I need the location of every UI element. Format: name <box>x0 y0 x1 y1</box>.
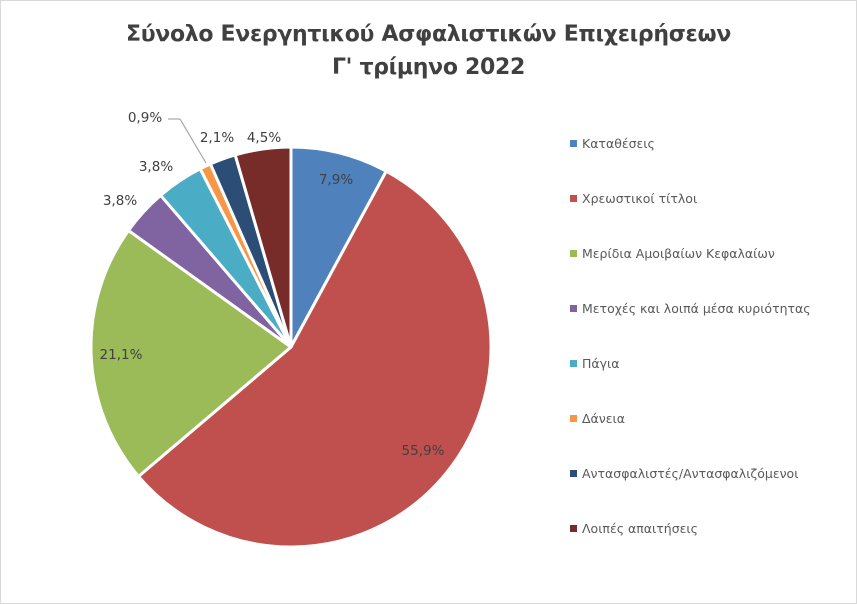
legend-label: Λοιπές απαιτήσεις <box>582 520 698 536</box>
pie-slices <box>89 145 493 549</box>
legend-item-equities: Μετοχές και λοιπά μέσα κυριότητας <box>570 298 811 318</box>
pie-slice <box>233 145 293 349</box>
legend-swatch-icon <box>570 414 577 422</box>
legend-label: Μετοχές και λοιπά μέσα κυριότητας <box>582 300 811 316</box>
legend-item-loans: Δάνεια <box>570 408 625 428</box>
legend-item-fund-shares: Μερίδια Αμοιβαίων Κεφαλαίων <box>570 243 775 263</box>
pie-slice <box>137 169 493 549</box>
pie-slice <box>89 228 293 478</box>
data-label-debt-securities: 55,9% <box>402 443 445 459</box>
data-label-deposits: 7,9% <box>319 172 353 188</box>
legend-label: Μερίδια Αμοιβαίων Κεφαλαίων <box>582 245 775 261</box>
legend-label: Καταθέσεις <box>582 135 655 151</box>
data-label-loans: 0,9% <box>128 110 162 126</box>
legend-label: Αντασφαλιστές/Αντασφαλιζόμενοι <box>582 465 799 481</box>
pie-slice <box>289 145 388 349</box>
data-label-reinsurers: 2,1% <box>200 130 234 146</box>
data-label-fund-shares: 21,1% <box>100 347 143 363</box>
data-label-equities: 3,8% <box>103 193 137 209</box>
data-label-fixed-assets: 3,8% <box>139 159 173 175</box>
legend-swatch-icon <box>570 524 577 532</box>
chart-title-line1: Σύνολο Ενεργητικού Ασφαλιστικών Επιχειρή… <box>125 22 732 47</box>
data-labels: 7,9% 55,9% 21,1% 3,8% 3,8% 0,9% 2,1% 4,5… <box>100 110 445 459</box>
legend-swatch-icon <box>570 249 577 257</box>
legend-swatch-icon <box>570 139 577 147</box>
chart-title: Σύνολο Ενεργητικού Ασφαλιστικών Επιχειρή… <box>0 18 857 84</box>
legend-swatch-icon <box>570 469 577 477</box>
legend-label: Χρεωστικοί τίτλοι <box>582 190 698 206</box>
legend-item-fixed-assets: Πάγια <box>570 353 620 373</box>
legend-item-other-receivables: Λοιπές απαιτήσεις <box>570 518 698 538</box>
legend-swatch-icon <box>570 304 577 312</box>
legend-label: Πάγια <box>582 355 620 371</box>
data-label-other-receivables: 4,5% <box>247 130 281 146</box>
legend-swatch-icon <box>570 194 577 202</box>
legend-item-deposits: Καταθέσεις <box>570 133 655 153</box>
legend-swatch-icon <box>570 359 577 367</box>
legend-label: Δάνεια <box>582 410 625 426</box>
legend-item-reinsurers: Αντασφαλιστές/Αντασφαλιζόμενοι <box>570 463 798 483</box>
legend-item-debt-securities: Χρεωστικοί τίτλοι <box>570 188 697 208</box>
leader-line <box>179 118 207 164</box>
chart-title-line2: Γ' τρίμηνο 2022 <box>331 55 526 80</box>
